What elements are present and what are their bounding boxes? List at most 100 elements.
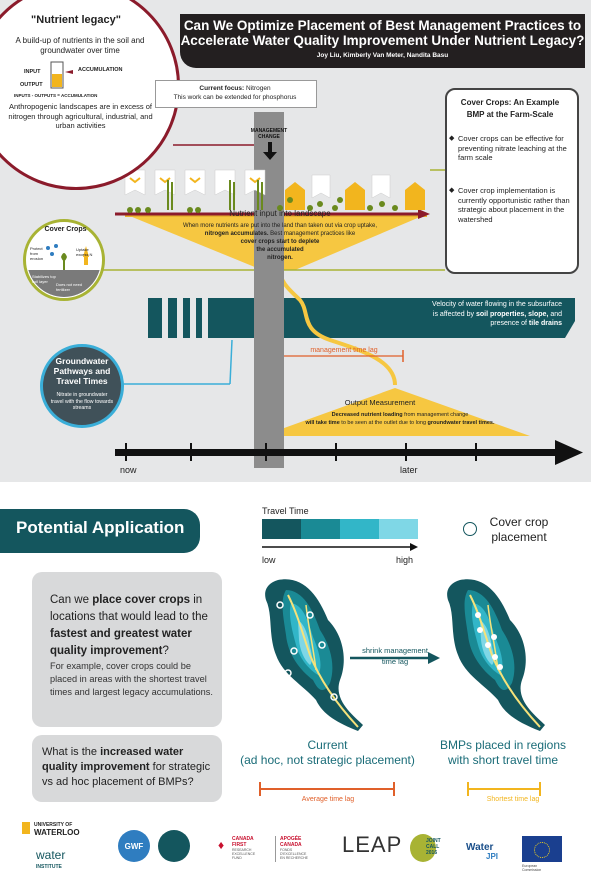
question-box-1 [32, 572, 222, 727]
stabilize-label: Stabilizes top soil layer [32, 274, 56, 284]
q2-c: for strategic vs ad hoc placement of BMP… [42, 761, 211, 788]
travel-time-high: high [396, 555, 414, 565]
cfref-text: CANADA FIRST RESEARCH EXCELLENCE FUND [232, 836, 255, 860]
joint-call-logo [410, 834, 436, 862]
cc-title-line1: Cover Crops: An Example [460, 98, 560, 107]
velocity-line-3a: presence of [490, 320, 527, 327]
output-label: OUTPUT [20, 82, 43, 88]
management-change-label: MANAGEMENT CHANGE [250, 128, 288, 140]
groundwater-velocity-bar [208, 298, 575, 338]
title-line-1: Can We Optimize Placement of Best Manage… [183, 18, 582, 33]
apogee-2: CANADA [280, 842, 302, 848]
cfref-2: FIRST [232, 842, 247, 848]
potential-application-banner [0, 509, 200, 553]
input-label: INPUT [24, 69, 41, 75]
water-jpi-line1: Water [466, 842, 494, 853]
current-focus-text: Current focus: Nitrogen This work can be… [155, 84, 315, 102]
time-lag-brackets [259, 782, 541, 796]
current-line2: (ad hoc, not strategic placement) [240, 753, 415, 767]
cfref-5: FUND [232, 856, 242, 860]
velocity-line-2b: soil properties, slope, [476, 310, 549, 318]
funnel-text: When more nutrients are put into the lan… [160, 222, 400, 262]
cover-crop-placement-marker-icon [463, 522, 477, 536]
velocity-line-3b: tile drains [528, 320, 562, 327]
cc-title-line2: BMP at the Farm-Scale [466, 110, 554, 119]
accumulation-label: ACCUMULATION [78, 67, 123, 73]
output-text-2a: will take time [305, 419, 340, 426]
cc-place-line2: placement [491, 530, 547, 544]
legacy-subtitle: A build-up of nutrients in the soil and … [15, 36, 145, 55]
q1-d: fastest and greatest water quality impro… [50, 628, 192, 657]
authors: Joy Liu, Kimberly Van Meter, Nandita Bas… [316, 52, 449, 59]
velocity-text: Velocity of water flowing in the subsurf… [412, 300, 562, 329]
leap-logo: LEAP [342, 832, 403, 857]
funnel-text-6: nitrogen. [267, 255, 293, 261]
q1-b: place cover crops [92, 594, 191, 606]
bucket-icon [50, 61, 73, 89]
cover-crop-example-box [445, 88, 579, 274]
output-text-2b: to be seen at the outlet due to long [341, 419, 427, 426]
funnel-text-4: cover crops start to deplete [240, 239, 320, 245]
maple-leaf-icon: ♦ [218, 838, 225, 852]
funnel-text-5: the accumulated [256, 247, 304, 253]
logo-divider [275, 836, 276, 862]
groundwater-title: Groundwater Pathways and Travel Times [53, 356, 111, 386]
nutrient-flow-path [276, 267, 397, 386]
cc-bullet-2: Cover crop implementation is currently o… [449, 186, 570, 224]
output-text-2c: groundwater travel times. [427, 419, 495, 426]
velocity-line-2c: and [550, 310, 562, 318]
output-measurement-text: Decreased nutrient loading from manageme… [300, 412, 500, 427]
average-time-lag-label: Average time lag [301, 796, 355, 803]
waterloo-line1: UNIVERSITY OF [34, 822, 73, 828]
shortest-time-lag-label: Shortest time lag [486, 796, 540, 803]
current-line1: Current [307, 738, 348, 752]
eu-2: Commission [522, 868, 542, 872]
question-1-example: For example, cover crops could be placed… [50, 661, 213, 697]
shrink-line2: time lag [381, 657, 409, 666]
down-arrow-icon [263, 142, 277, 160]
poster-title: Can We Optimize Placement of Best Manage… [180, 18, 585, 48]
apogee-4: D'EXCELLENCE [280, 852, 307, 856]
jc-1: JOINT [426, 838, 441, 844]
water-institute-line1: water [36, 848, 66, 862]
legacy-body: Anthropogenic landscapes are in excess o… [8, 102, 153, 130]
management-time-lag-label: management time lag [310, 347, 378, 354]
apogee-3: FONDS [280, 848, 293, 852]
bmp-label: BMPs placed in regions with short travel… [428, 738, 578, 768]
question-2: What is the increased water quality impr… [42, 745, 212, 790]
waterloo-shield-icon [22, 822, 30, 834]
q1-e: ? [162, 645, 169, 657]
funnel-text-3: Best management practices like [270, 231, 356, 237]
title-box [180, 14, 585, 68]
funnel-text-1: When more nutrients are put into the lan… [182, 223, 378, 229]
potential-application-title: Potential Application [16, 518, 185, 537]
current-focus-box [155, 80, 317, 108]
water-institute-line2: INSTITUTE [36, 864, 62, 870]
q1-a: Can we [50, 594, 89, 606]
uptake-label: Uptake excess N [76, 247, 93, 257]
velocity-line-2a: is affected by [432, 310, 475, 318]
cover-crop-example-title: Cover Crops: An Example BMP at the Farm-… [445, 97, 575, 121]
timeline-arrow [115, 440, 583, 465]
shrink-management-label: shrink management time lag [350, 645, 440, 667]
eu-1: European [522, 864, 538, 868]
travel-time-title: Travel Time [262, 506, 309, 516]
shrink-line1: shrink management [362, 646, 428, 655]
jc-2: CALL [426, 844, 440, 850]
nutrient-legacy-circle [0, 0, 180, 190]
watershed-comparison [264, 578, 546, 732]
gwf-logo [118, 830, 150, 862]
focus-note: This work can be extended for phosphorus [173, 94, 297, 101]
cfref-3: RESEARCH [232, 848, 252, 852]
waterloo-line2: WATERLOO [34, 828, 80, 837]
bmp-line1: BMPs placed in regions [439, 738, 567, 752]
groundwater-circle [40, 344, 124, 428]
groundwater-text: Nitrate in groundwater travel with the f… [50, 392, 114, 411]
legacy-equation: INPUTS - OUTPUTS = ACCUMULATION [14, 93, 98, 98]
question-1: Can we place cover crops in locations th… [50, 592, 210, 660]
question-box-2 [32, 735, 222, 802]
q2-a: What is the [42, 746, 98, 758]
title-line-2: Accelerate Water Quality Improvement Und… [180, 33, 585, 48]
cfref-1: CANADA [232, 836, 254, 842]
travel-time-low: low [262, 555, 276, 565]
